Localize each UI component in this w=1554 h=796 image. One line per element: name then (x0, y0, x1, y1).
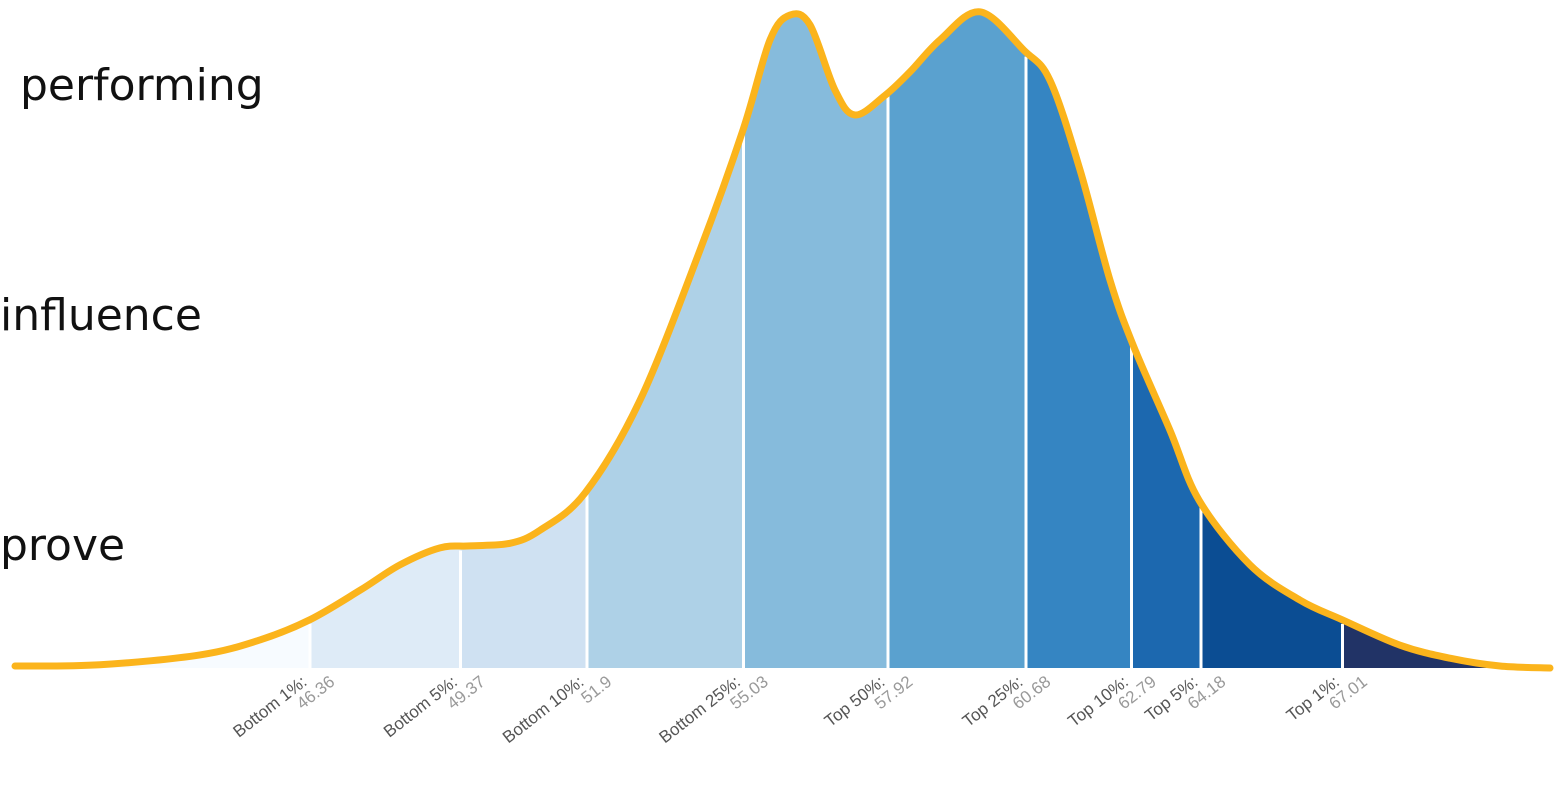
percentile-name: Bottom 1%: (230, 672, 311, 741)
band (888, 11, 1026, 668)
percentile-label: Bottom 1%:46.36 (230, 672, 339, 741)
percentile-label: Top 10%:62.79 (1064, 672, 1159, 731)
side-text: influence (0, 290, 202, 341)
band (587, 128, 744, 668)
density-chart: Bottom 1%:46.36 Bottom 5%:49.37 Bottom 10%… (11, 8, 1554, 747)
percentile-label: Bottom 25%:55.03 (656, 672, 772, 747)
percentile-label: Top 1%:67.01 (1283, 672, 1371, 725)
percentile-name: Bottom 5%: (380, 672, 461, 741)
percentile-name: Bottom 10%: (499, 672, 587, 747)
band (1026, 52, 1132, 668)
percentile-label: Bottom 5%:49.37 (380, 672, 489, 741)
band (15, 619, 310, 668)
percentile-name: Bottom 25%: (656, 672, 744, 747)
band (1131, 341, 1201, 668)
percentile-label: Top 25%:60.68 (959, 672, 1054, 731)
band (310, 545, 461, 668)
percentile-label: Top 5%:64.18 (1141, 672, 1229, 725)
band (743, 13, 888, 668)
band (1342, 619, 1550, 668)
side-text: prove (0, 520, 125, 571)
band (460, 490, 587, 668)
percentile-label: Top 50%:57.92 (821, 672, 916, 731)
percentile-label: Bottom 10%:51.9 (499, 672, 615, 747)
density-line (11, 8, 1554, 672)
side-text: performing (20, 60, 264, 111)
percentile-value: 51.9 (577, 672, 615, 707)
